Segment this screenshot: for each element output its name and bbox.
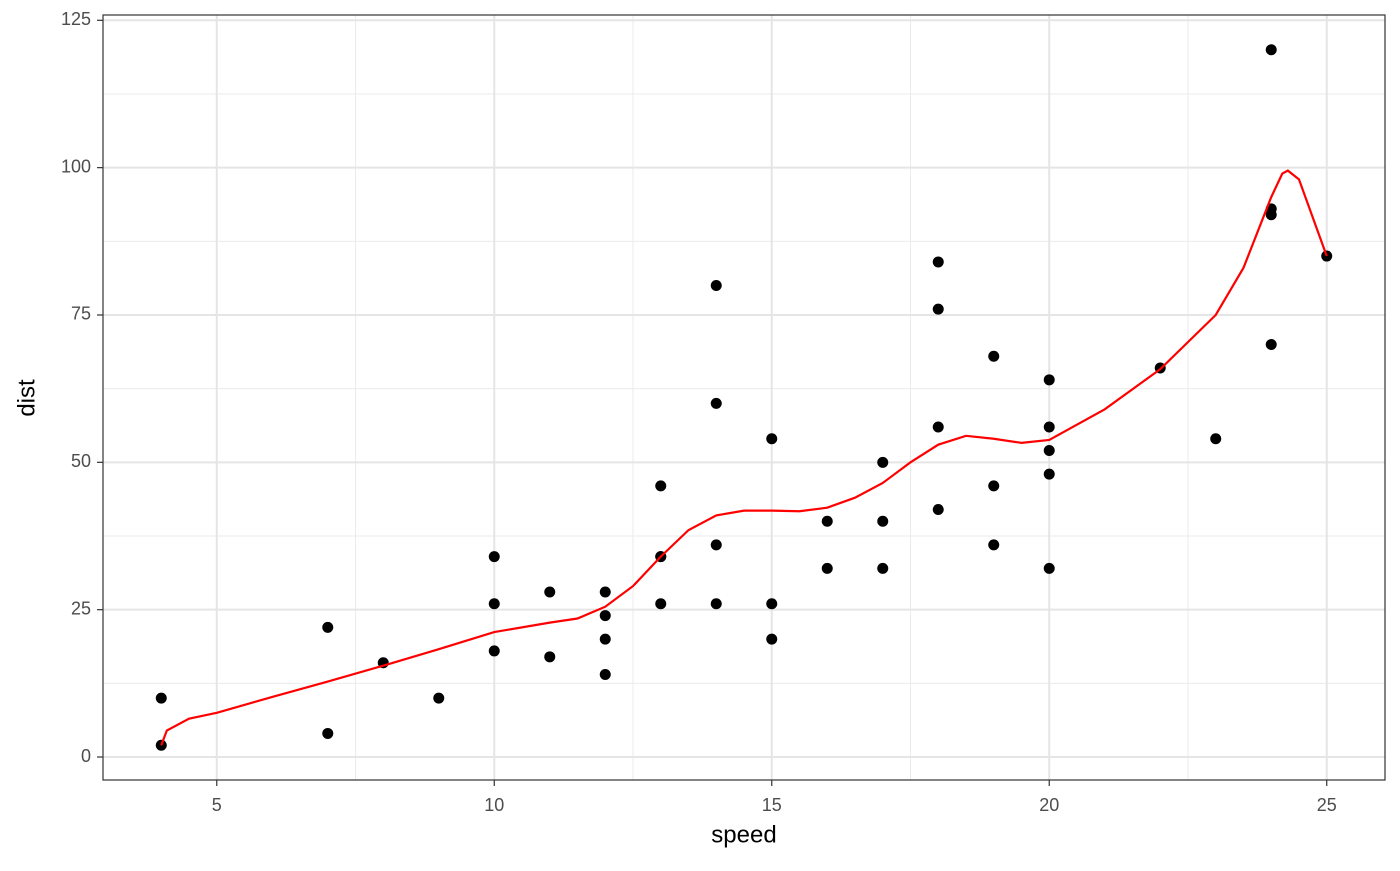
point [932,421,944,433]
point [710,598,722,610]
point [655,480,667,492]
point [710,539,722,551]
point [1043,468,1055,480]
point [821,515,833,527]
point [1043,374,1055,386]
point [766,433,778,445]
point [1265,338,1277,350]
point [599,633,611,645]
point [1265,44,1277,56]
point [932,303,944,315]
point [932,503,944,515]
x-axis-title: speed [711,821,776,848]
point [1043,421,1055,433]
point [877,562,889,574]
y-tick-label: 0 [81,746,91,766]
point [821,562,833,574]
panel-border [102,14,1386,781]
point [710,397,722,409]
y-tick-label: 25 [71,598,91,618]
y-tick-label: 75 [71,304,91,324]
point [877,456,889,468]
point [1043,562,1055,574]
smooth-line [160,169,1328,746]
point [322,621,334,633]
point [710,280,722,292]
point [488,598,500,610]
point [766,633,778,645]
point [1210,433,1222,445]
point [1043,445,1055,457]
point [155,692,167,704]
point [599,586,611,598]
point [766,598,778,610]
y-tick-label: 125 [61,9,91,29]
point [433,692,445,704]
point [877,515,889,527]
point [488,645,500,657]
point [488,551,500,563]
x-tick-label: 20 [1039,795,1059,815]
point [544,651,556,663]
x-tick-label: 25 [1317,795,1337,815]
point [932,256,944,268]
point [544,586,556,598]
point [655,598,667,610]
point [988,539,1000,551]
point [599,610,611,622]
point [988,480,1000,492]
x-tick-label: 10 [484,795,504,815]
point [322,727,334,739]
point [988,350,1000,362]
y-tick-label: 50 [71,451,91,471]
x-tick-label: 15 [762,795,782,815]
y-tick-label: 100 [61,156,91,176]
x-tick-label: 5 [212,795,222,815]
y-axis-title: dist [13,379,40,417]
point [599,669,611,681]
